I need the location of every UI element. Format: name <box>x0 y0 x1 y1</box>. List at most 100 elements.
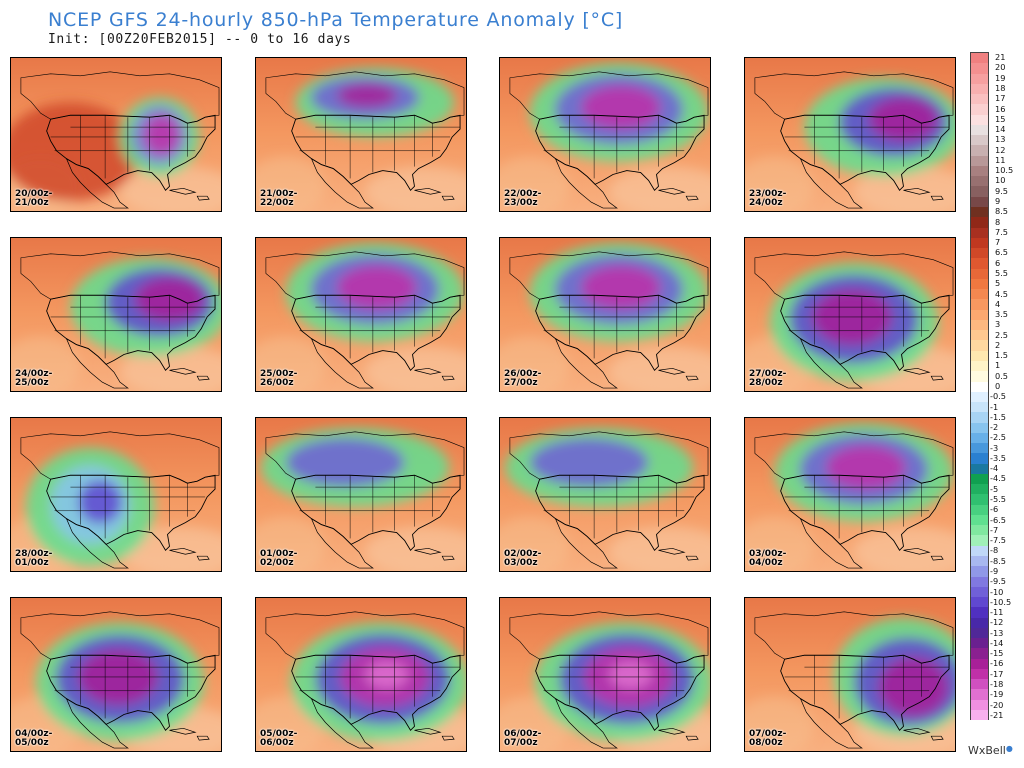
map-panel-8[interactable]: 27/00z- 28/00z <box>744 237 956 392</box>
colorbar-segment <box>971 114 988 125</box>
wxbell-logo[interactable]: WxBell● <box>968 744 1013 757</box>
colorbar-tick-label: -15 <box>990 648 1004 659</box>
panel-valid-start: 20/00z- <box>15 189 53 199</box>
colorbar-segment <box>971 638 988 649</box>
map-panel-16[interactable]: 07/00z- 08/00z <box>744 597 956 752</box>
map-panel-11[interactable]: 02/00z- 03/00z <box>499 417 711 572</box>
colorbar-tick-label: -17 <box>990 668 1004 679</box>
panel-valid-time: 28/00z- 01/00z <box>15 550 52 568</box>
panel-valid-end: 04/00z <box>749 558 783 568</box>
brand-dot-icon: ● <box>1005 744 1013 753</box>
panel-valid-end: 24/00z <box>749 198 783 208</box>
colorbar-tick-label: 3 <box>995 319 1001 330</box>
colorbar-segment <box>971 330 988 341</box>
colorbar-tick-label: -14 <box>990 637 1004 648</box>
colorbar-tick-label: 1 <box>995 360 1001 371</box>
colorbar-tick-label: -6 <box>990 504 999 515</box>
colorbar-tick-label: 9.5 <box>995 185 1009 196</box>
colorbar-tick-label: 18 <box>995 82 1006 93</box>
map-panel-2[interactable]: 21/00z- 22/00z <box>255 57 467 212</box>
map-panel-4[interactable]: 23/00z- 24/00z <box>744 57 956 212</box>
colorbar-segment <box>971 463 988 474</box>
colorbar-tick-label: -0.5 <box>990 391 1006 402</box>
colorbar-segment <box>971 422 988 433</box>
panel-valid-start: 24/00z- <box>15 369 53 379</box>
panel-valid-time: 01/00z- 02/00z <box>260 550 297 568</box>
panel-valid-time: 06/00z- 07/00z <box>504 730 541 748</box>
map-panel-3[interactable]: 22/00z- 23/00z <box>499 57 711 212</box>
colorbar-segment <box>971 402 988 413</box>
panel-valid-time: 02/00z- 03/00z <box>504 550 541 568</box>
colorbar-segment <box>971 412 988 423</box>
colorbar-segment <box>971 176 988 187</box>
colorbar-tick-label: -9 <box>990 565 999 576</box>
map-panel-14[interactable]: 05/00z- 06/00z <box>255 597 467 752</box>
panel-valid-time: 05/00z- 06/00z <box>260 730 297 748</box>
map-panel-5[interactable]: 24/00z- 25/00z <box>10 237 222 392</box>
colorbar-segment <box>971 186 988 197</box>
colorbar-tick-label: -7 <box>990 524 999 535</box>
colorbar-segment <box>971 597 988 608</box>
colorbar-segment <box>971 679 988 690</box>
colorbar-tick-label: -6.5 <box>990 514 1006 525</box>
colorbar-tick-label: 12 <box>995 144 1006 155</box>
colorbar-segment <box>971 278 988 290</box>
colorbar-segment <box>971 124 988 136</box>
panel-valid-end: 07/00z <box>504 738 538 748</box>
colorbar-tick-label: 19 <box>995 72 1006 83</box>
colorbar-tick-label: 8 <box>995 216 1001 227</box>
colorbar-tick-label: 14 <box>995 124 1006 135</box>
anomaly-map <box>256 238 466 391</box>
panel-valid-start: 22/00z- <box>504 189 542 199</box>
colorbar-segment <box>971 206 988 218</box>
anomaly-map <box>256 418 466 571</box>
anomaly-map <box>256 598 466 751</box>
anomaly-map <box>745 238 955 391</box>
colorbar-tick-label: -8.5 <box>990 555 1006 566</box>
colorbar-tick-label: -3 <box>990 442 999 453</box>
colorbar-segment <box>971 196 988 207</box>
panel-valid-time: 03/00z- 04/00z <box>749 550 786 568</box>
colorbar-tick-label: -9.5 <box>990 576 1006 587</box>
colorbar-tick-label: 7 <box>995 237 1001 248</box>
colorbar-segment <box>971 299 988 310</box>
map-panel-1[interactable]: 20/00z- 21/00z <box>10 57 222 212</box>
colorbar-tick-label: -11 <box>990 607 1004 618</box>
map-panel-6[interactable]: 25/00z- 26/00z <box>255 237 467 392</box>
colorbar-tick-label: 7.5 <box>995 226 1009 237</box>
map-panel-9[interactable]: 28/00z- 01/00z <box>10 417 222 572</box>
colorbar-segment <box>971 525 988 536</box>
colorbar-segment <box>971 432 988 444</box>
colorbar-tick-label: -1 <box>990 401 999 412</box>
panel-valid-start: 21/00z- <box>260 189 298 199</box>
anomaly-map <box>500 58 710 211</box>
colorbar-segment <box>971 319 988 331</box>
colorbar-segment <box>971 443 988 454</box>
colorbar-segment <box>971 309 988 320</box>
colorbar-segment <box>971 494 988 505</box>
anomaly-map <box>745 598 955 751</box>
anomaly-map <box>11 238 221 391</box>
colorbar-tick-label: -4 <box>990 463 999 474</box>
anomaly-map <box>11 58 221 211</box>
colorbar-tick-label: -16 <box>990 658 1004 669</box>
map-panel-15[interactable]: 06/00z- 07/00z <box>499 597 711 752</box>
panel-valid-start: 05/00z- <box>260 729 298 739</box>
panel-valid-end: 08/00z <box>749 738 783 748</box>
colorbar-segment <box>971 289 988 300</box>
colorbar-segment <box>971 83 988 95</box>
map-panel-7[interactable]: 26/00z- 27/00z <box>499 237 711 392</box>
colorbar-tick-label: 5 <box>995 278 1001 289</box>
panel-valid-end: 23/00z <box>504 198 538 208</box>
panel-valid-start: 23/00z- <box>749 189 787 199</box>
map-panel-13[interactable]: 04/00z- 05/00z <box>10 597 222 752</box>
colorbar-segment <box>971 145 988 156</box>
panel-valid-time: 22/00z- 23/00z <box>504 190 541 208</box>
map-panel-10[interactable]: 01/00z- 02/00z <box>255 417 467 572</box>
colorbar-tick-label: 0.5 <box>995 370 1009 381</box>
colorbar-tick-label: 16 <box>995 103 1006 114</box>
colorbar-tick-label: 4.5 <box>995 288 1009 299</box>
colorbar-segment <box>971 453 988 464</box>
colorbar-tick-label: 21 <box>995 52 1006 63</box>
map-panel-12[interactable]: 03/00z- 04/00z <box>744 417 956 572</box>
